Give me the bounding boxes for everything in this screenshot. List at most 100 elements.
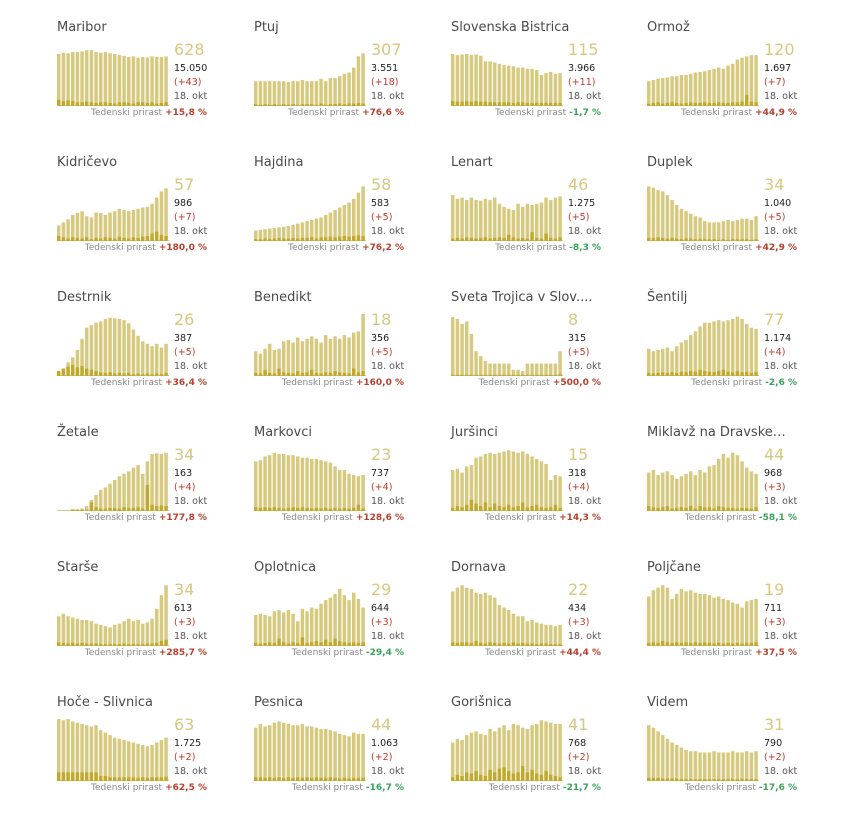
- new-cases-bar: [735, 779, 740, 781]
- new-cases-value: (+5): [371, 212, 393, 223]
- new-cases-bar: [277, 507, 281, 511]
- date-label: 18. okt: [568, 496, 602, 507]
- active-cases-bar: [684, 473, 688, 511]
- active-cases-bar: [455, 198, 460, 241]
- active-cases-bar: [75, 722, 80, 781]
- new-cases-bar: [465, 642, 469, 646]
- new-cases-bar: [749, 372, 754, 376]
- total-cases-value: 1.063: [371, 738, 399, 749]
- new-cases-bar: [164, 776, 168, 781]
- active-cases-bar: [507, 363, 511, 376]
- active-cases-bar: [286, 340, 291, 376]
- weekly-growth-label: Tedenski prirast: [681, 648, 753, 658]
- new-cases-bar: [698, 369, 702, 376]
- active-cases-bar: [300, 608, 305, 646]
- new-cases-bar: [497, 768, 502, 781]
- active-cases-bar: [338, 338, 342, 376]
- new-cases-bar: [451, 374, 455, 376]
- active-cases-bar: [314, 81, 319, 106]
- weekly-growth-label: Tedenski prirast: [681, 243, 753, 253]
- active-cases-bar: [670, 351, 674, 376]
- active-cases-bar: [511, 66, 516, 106]
- active-cases-bar: [698, 470, 702, 511]
- active-cases-bar: [535, 363, 539, 376]
- active-cases-bar: [277, 348, 281, 376]
- weekly-growth: Tedenski prirast -16,7 %: [292, 783, 404, 793]
- new-cases-bar: [651, 642, 656, 646]
- active-cases-bar: [717, 752, 721, 781]
- new-cases-bar: [749, 508, 754, 511]
- active-cases-bar: [263, 348, 267, 376]
- active-cases-bar: [85, 506, 89, 511]
- new-cases-bar: [460, 238, 464, 241]
- active-cases-bar: [131, 742, 136, 781]
- active-cases-bar: [647, 472, 651, 511]
- active-cases-bar: [319, 603, 323, 646]
- new-cases-bar: [263, 777, 267, 781]
- weekly-growth: Tedenski prirast +285,7 %: [85, 648, 207, 658]
- active-cases-bar: [99, 624, 103, 646]
- active-cases-bar: [71, 214, 75, 241]
- active-cases-value: 31: [764, 715, 785, 734]
- active-cases-bar: [286, 226, 291, 241]
- active-cases-bar: [558, 624, 562, 646]
- weekly-growth: Tedenski prirast -8,3 %: [495, 243, 601, 253]
- active-cases-bar: [310, 607, 314, 646]
- active-cases-bar: [745, 751, 749, 781]
- active-cases-bar: [155, 453, 159, 511]
- date-label: 18. okt: [174, 631, 208, 642]
- active-cases-bar: [108, 317, 112, 376]
- weekly-growth-label: Tedenski prirast: [84, 243, 156, 253]
- active-cases-value: 120: [764, 40, 795, 59]
- active-cases-bar: [324, 81, 328, 106]
- municipality-card: Destrnik 26 387 (+5) 18. okt Tedenski prirast…: [57, 290, 247, 420]
- new-cases-value: (+4): [568, 482, 590, 493]
- weekly-growth-label: Tedenski prirast: [291, 648, 363, 658]
- active-cases-bar: [661, 735, 665, 781]
- new-cases-bar: [338, 778, 342, 781]
- active-cases-bar: [558, 196, 562, 241]
- active-cases-bar: [254, 351, 258, 376]
- active-cases-bar: [726, 752, 730, 781]
- new-cases-bar: [731, 507, 735, 511]
- new-cases-bar: [661, 237, 665, 241]
- active-cases-bar: [661, 472, 665, 511]
- active-cases-bar: [268, 455, 272, 511]
- new-cases-bar: [651, 102, 656, 106]
- new-cases-bar: [483, 374, 488, 376]
- new-cases-bar: [127, 238, 131, 241]
- new-cases-bar: [282, 642, 286, 646]
- active-cases-bar: [679, 747, 684, 781]
- new-cases-bar: [693, 508, 698, 511]
- new-cases-bar: [684, 779, 688, 781]
- active-cases-bar: [749, 327, 754, 376]
- new-cases-bar: [117, 508, 122, 511]
- mini-bar-chart: [57, 50, 169, 106]
- new-cases-bar: [670, 372, 674, 376]
- active-cases-bar: [352, 332, 356, 376]
- active-cases-bar: [530, 363, 534, 376]
- active-cases-bar: [474, 592, 478, 646]
- active-cases-bar: [361, 607, 365, 646]
- active-cases-bar: [740, 57, 744, 106]
- date-label: 18. okt: [371, 496, 405, 507]
- new-cases-bar: [553, 238, 558, 241]
- new-cases-bar: [94, 102, 98, 106]
- weekly-growth-value: +285,7 %: [158, 648, 207, 658]
- active-cases-bar: [703, 322, 707, 376]
- new-cases-bar: [455, 237, 460, 241]
- new-cases-bar: [684, 507, 688, 511]
- weekly-growth: Tedenski prirast -1,7 %: [495, 108, 601, 118]
- active-cases-bar: [679, 476, 684, 511]
- new-cases-bar: [356, 372, 361, 376]
- new-cases-bar: [85, 101, 89, 106]
- active-cases-bar: [740, 752, 744, 781]
- active-cases-bar: [460, 585, 464, 646]
- active-cases-bar: [553, 723, 558, 781]
- weekly-growth-label: Tedenski prirast: [691, 378, 763, 388]
- active-cases-bar: [707, 595, 712, 646]
- new-cases-bar: [530, 643, 534, 646]
- new-cases-bar: [651, 507, 656, 511]
- active-cases-bar: [469, 55, 474, 106]
- active-cases-bar: [455, 738, 460, 781]
